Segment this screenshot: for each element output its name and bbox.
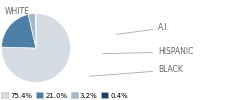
- Wedge shape: [1, 14, 36, 48]
- Legend: 75.4%, 21.0%, 3.2%, 0.4%: 75.4%, 21.0%, 3.2%, 0.4%: [1, 92, 128, 99]
- Text: A.I.: A.I.: [116, 24, 171, 34]
- Wedge shape: [28, 14, 36, 48]
- Wedge shape: [1, 14, 71, 82]
- Text: WHITE: WHITE: [5, 8, 34, 16]
- Text: HISPANIC: HISPANIC: [103, 48, 194, 56]
- Text: BLACK: BLACK: [89, 66, 183, 76]
- Wedge shape: [35, 14, 36, 48]
